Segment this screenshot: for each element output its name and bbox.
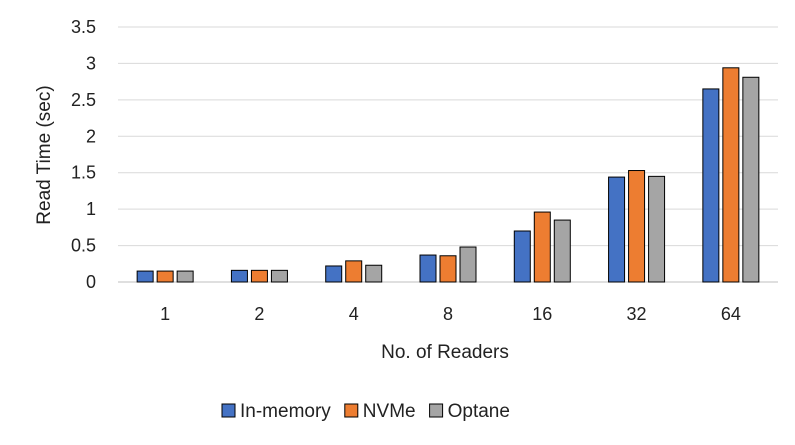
legend-label: NVMe bbox=[363, 401, 416, 422]
y-tick-label: 2.5 bbox=[71, 90, 96, 110]
y-tick-label: 3.5 bbox=[71, 17, 96, 37]
bar-optane-1 bbox=[176, 270, 194, 283]
bar-nvme-8 bbox=[439, 255, 457, 283]
x-tick-label: 4 bbox=[349, 304, 359, 324]
bar-optane-8 bbox=[459, 246, 477, 283]
bar-optane-4 bbox=[365, 264, 383, 283]
x-tick-label: 32 bbox=[627, 304, 647, 324]
bar-nvme-64 bbox=[722, 67, 740, 283]
legend-item-nvme: NVMe bbox=[344, 401, 416, 422]
x-tick-label: 64 bbox=[721, 304, 741, 324]
bar-nvme-32 bbox=[628, 170, 646, 283]
x-tick-label: 16 bbox=[532, 304, 552, 324]
bar-optane-64 bbox=[742, 76, 760, 283]
bar-in-memory-8 bbox=[419, 254, 437, 283]
y-tick-label: 1.5 bbox=[71, 163, 96, 183]
bar-nvme-1 bbox=[156, 270, 174, 283]
legend-swatch bbox=[221, 403, 236, 418]
bar-optane-32 bbox=[648, 175, 666, 283]
y-tick-label: 3 bbox=[86, 53, 96, 73]
bar-nvme-4 bbox=[345, 260, 363, 283]
y-axis-title: Read Time (sec) bbox=[34, 85, 55, 224]
legend-swatch bbox=[344, 403, 359, 418]
bar-optane-2 bbox=[270, 269, 288, 283]
y-tick-label: 1 bbox=[86, 199, 96, 219]
bar-in-memory-2 bbox=[230, 269, 248, 283]
legend-item-in-memory: In-memory bbox=[221, 401, 331, 422]
x-axis-ticks: 1 2 4 8 16 32 64 bbox=[160, 304, 741, 324]
gridlines bbox=[118, 26, 778, 283]
legend: In-memory NVMe Optane bbox=[221, 401, 510, 422]
x-axis-title: No. of Readers bbox=[381, 342, 509, 363]
bar-nvme-16 bbox=[533, 211, 551, 283]
bar-in-memory-16 bbox=[513, 230, 531, 283]
legend-label: In-memory bbox=[240, 401, 331, 422]
legend-label: Optane bbox=[448, 401, 510, 422]
bar-nvme-2 bbox=[250, 269, 268, 283]
y-tick-label: 0 bbox=[86, 272, 96, 292]
bar-optane-16 bbox=[553, 219, 571, 283]
bar-in-memory-32 bbox=[608, 176, 626, 283]
x-tick-label: 2 bbox=[254, 304, 264, 324]
bars bbox=[136, 67, 760, 283]
legend-item-optane: Optane bbox=[429, 401, 510, 422]
bar-in-memory-64 bbox=[702, 88, 720, 283]
bar-in-memory-4 bbox=[325, 265, 343, 283]
y-tick-label: 2 bbox=[86, 126, 96, 146]
x-tick-label: 1 bbox=[160, 304, 170, 324]
x-tick-label: 8 bbox=[443, 304, 453, 324]
legend-swatch bbox=[429, 403, 444, 418]
y-tick-label: 0.5 bbox=[71, 236, 96, 256]
y-axis-ticks: 0 0.5 1 1.5 2 2.5 3 3.5 bbox=[71, 17, 96, 292]
bar-in-memory-1 bbox=[136, 270, 154, 283]
